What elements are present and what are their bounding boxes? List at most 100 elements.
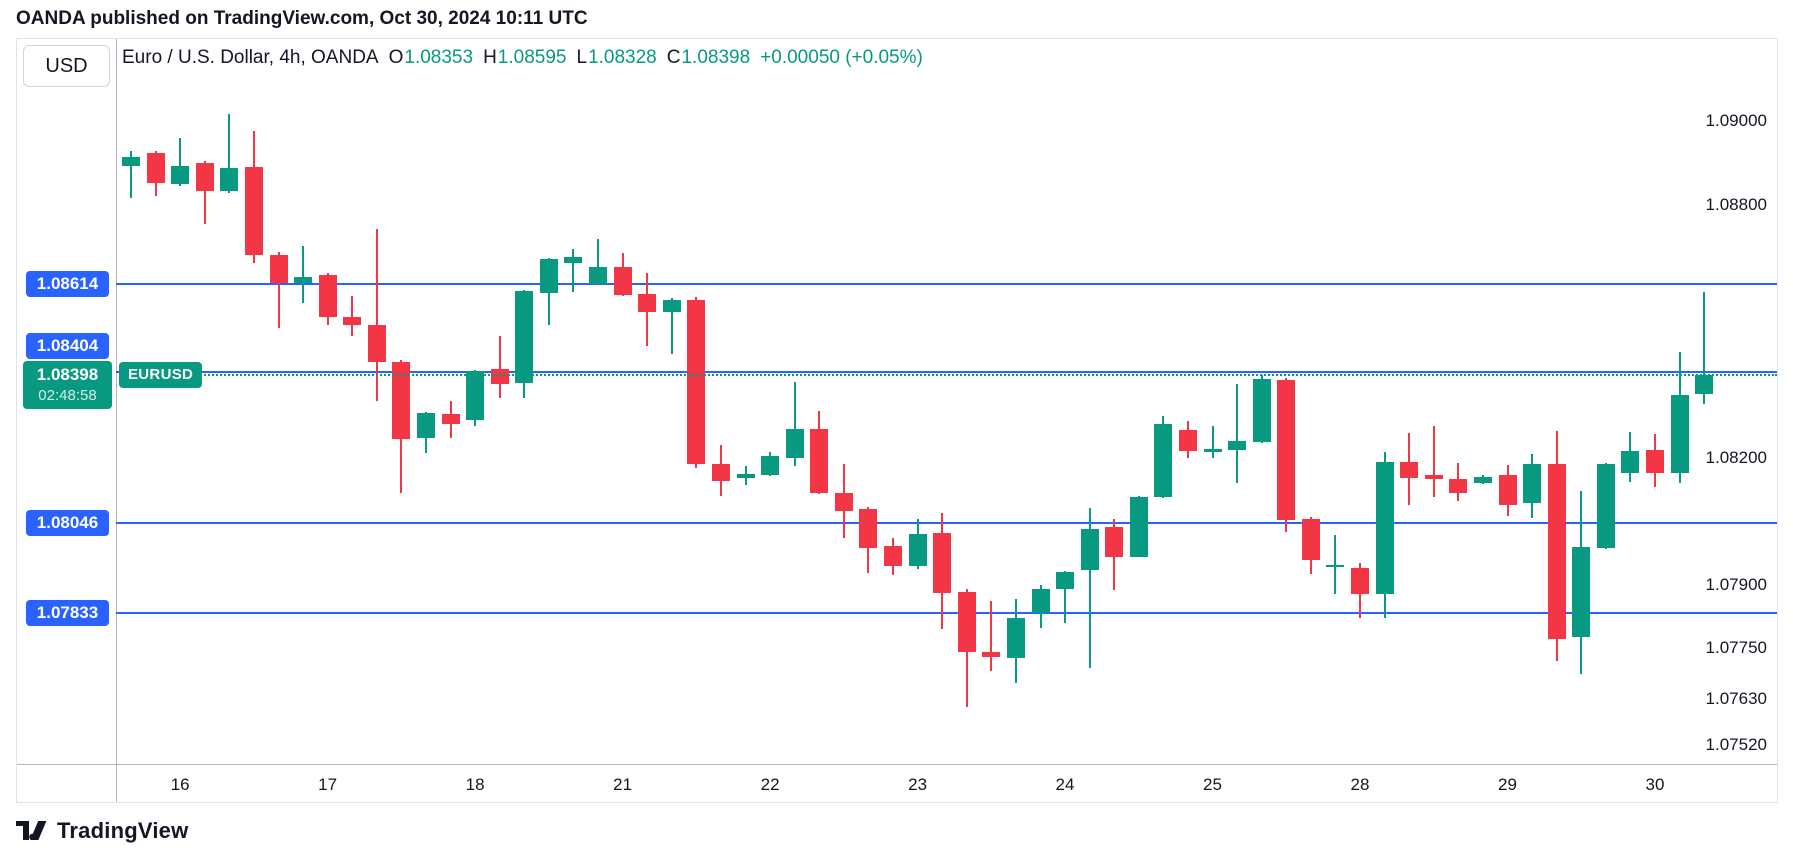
current-price-line: [193, 373, 1777, 376]
candle-wick: [1064, 570, 1066, 623]
candle-body: [613, 266, 632, 295]
candle-wick: [1211, 425, 1214, 458]
currency-selector-button[interactable]: USD: [23, 45, 110, 87]
candle-body: [1154, 423, 1173, 498]
candle-body: [1080, 528, 1099, 571]
candle-body: [294, 277, 313, 283]
candle-body: [122, 156, 140, 167]
candle-body: [1228, 440, 1247, 450]
footer-brand[interactable]: TradingView: [14, 818, 188, 844]
candle-body: [1301, 519, 1320, 560]
x-axis-label: 24: [1055, 775, 1075, 794]
candle-body: [736, 473, 755, 479]
candle-body: [1006, 617, 1025, 658]
candle-body: [1326, 565, 1345, 567]
symbol-price-label[interactable]: EURUSD: [119, 361, 203, 388]
candle-body: [490, 368, 509, 384]
y-axis-tick: 1.07900: [1705, 574, 1767, 594]
candle-body: [1178, 429, 1197, 452]
candle-wick: [375, 228, 378, 401]
candle-body: [367, 324, 386, 362]
candle-body: [1498, 474, 1517, 505]
chart-legend[interactable]: Euro / U.S. Dollar, 4h, OANDA O 1.08353 H…: [122, 47, 923, 69]
candle-wick: [1088, 507, 1091, 668]
alert-level-badge[interactable]: 1.07833: [26, 600, 109, 626]
time-axis-separator: [17, 764, 1777, 765]
chart-widget: USD Euro / U.S. Dollar, 4h, OANDA O 1.083…: [16, 38, 1778, 803]
candle-body: [834, 492, 853, 511]
candle-body: [1473, 476, 1492, 483]
candle-body: [515, 290, 534, 383]
alert-level-line[interactable]: [116, 282, 1777, 285]
candle-body: [1621, 450, 1640, 473]
alert-level-badge[interactable]: 1.08404: [26, 332, 109, 359]
symbol-title: Euro / U.S. Dollar, 4h, OANDA: [122, 47, 379, 68]
ohlc-open: O 1.08353: [388, 47, 474, 68]
candle-body: [564, 257, 583, 264]
candle-body: [1572, 546, 1591, 638]
candle-body: [662, 300, 681, 312]
candle-body: [1203, 448, 1222, 452]
alert-level-badge[interactable]: 1.08614: [26, 270, 109, 297]
candle-wick: [793, 382, 796, 466]
candle-wick: [277, 251, 280, 328]
current-price-badge: 1.08398 02:48:58: [23, 360, 112, 409]
candle-body: [466, 370, 485, 420]
bar-countdown: 02:48:58: [38, 386, 97, 404]
alert-level-line[interactable]: [116, 612, 1777, 614]
current-price-value: 1.08398: [36, 364, 99, 384]
candle-wick: [498, 336, 501, 398]
candle-body: [1129, 496, 1148, 557]
candle-body: [1449, 478, 1468, 494]
ohlc-close: C 1.08398: [666, 47, 751, 68]
candle-wick: [179, 137, 182, 186]
candle-body: [687, 300, 706, 464]
candle-body: [1670, 394, 1689, 473]
candle-wick: [203, 161, 206, 224]
x-axis-label: 21: [613, 775, 633, 794]
candle-wick: [670, 298, 673, 354]
candle-body: [269, 255, 288, 283]
candle-body: [1400, 461, 1419, 478]
candle-body: [1646, 449, 1664, 473]
x-axis-label: 22: [760, 775, 780, 794]
alert-level-line[interactable]: [116, 371, 1777, 374]
y-axis-tick: 1.07520: [1705, 735, 1767, 754]
y-axis-tick: 1.09000: [1705, 111, 1767, 130]
candle-body: [589, 266, 607, 284]
brand-name: TradingView: [57, 818, 189, 843]
candle-body: [1351, 567, 1369, 594]
candle-wick: [1236, 383, 1239, 483]
x-axis-label: 29: [1498, 775, 1517, 794]
candle-body: [1596, 463, 1615, 549]
candle-body: [1056, 571, 1074, 589]
candle-body: [785, 428, 804, 458]
x-axis-label: 28: [1350, 775, 1370, 794]
candle-wick: [572, 248, 575, 292]
price-axis-separator: [116, 39, 117, 802]
candle-body: [859, 508, 878, 549]
candle-body: [884, 545, 902, 566]
chart-plot-area[interactable]: [117, 39, 1779, 764]
candle-wick: [302, 245, 305, 303]
candle-body: [220, 167, 239, 191]
candle-body: [1424, 475, 1443, 479]
candle-body: [244, 167, 263, 256]
candle-wick: [228, 113, 231, 194]
candle-wick: [1703, 291, 1706, 405]
candle-body: [957, 591, 976, 652]
alert-level-badge[interactable]: 1.08046: [26, 510, 109, 537]
candle-body: [761, 455, 780, 475]
candle-body: [343, 317, 362, 325]
candle-body: [1695, 374, 1714, 394]
candle-wick: [597, 239, 599, 286]
x-axis-label: 23: [908, 775, 928, 794]
alert-level-line[interactable]: [116, 522, 1777, 525]
candle-wick: [1432, 425, 1435, 497]
candle-body: [908, 533, 927, 566]
y-axis-tick: 1.07750: [1705, 638, 1767, 657]
candle-body: [318, 274, 337, 318]
x-axis-label: 18: [465, 775, 485, 794]
candle-body: [171, 166, 190, 184]
candle-body: [441, 413, 460, 424]
